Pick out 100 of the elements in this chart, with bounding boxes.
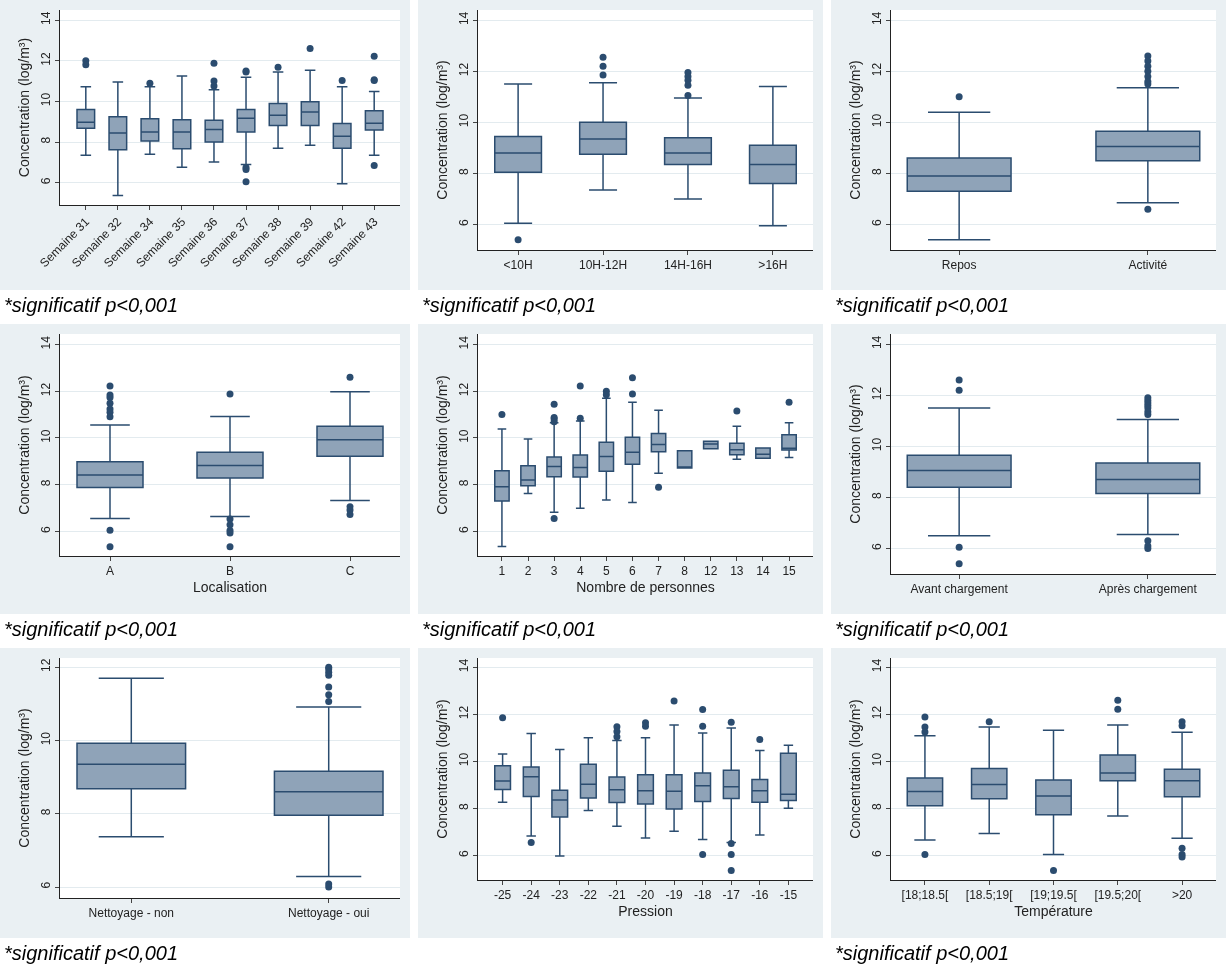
x-tick-label: 3 — [550, 564, 558, 579]
y-tick-label: 12 — [39, 382, 54, 397]
y-tick-label: 10 — [39, 429, 54, 443]
x-tick-label: [19.5;20[ — [1094, 888, 1142, 903]
y-tick-label: 12 — [457, 62, 472, 77]
x-tick-label: >16H — [758, 258, 788, 273]
y-tick-label: 6 — [457, 526, 472, 533]
x-tick-label: -24 — [522, 888, 541, 903]
y-tick-label: 6 — [870, 849, 885, 857]
x-tick-label: A — [105, 564, 115, 579]
y-tick-label: 6 — [457, 849, 472, 857]
x-tick-label: -25 — [493, 888, 512, 903]
x-tick-label: 14H-16H — [663, 258, 712, 273]
x-tick-label: [18.5;19[ — [965, 888, 1014, 903]
text: *significatif p<0,001 — [4, 618, 179, 642]
x-axis-title: Nombre de personnes — [576, 578, 715, 595]
y-tick-label: 8 — [39, 136, 54, 144]
x-tick-label: <10H — [503, 258, 533, 273]
y-tick-label: 10 — [457, 752, 472, 767]
text: *significatif p<0,001 — [835, 618, 1010, 642]
y-tick-label: 8 — [870, 802, 885, 810]
x-tick-label: 7 — [655, 564, 663, 579]
y-tick-label: 6 — [39, 526, 54, 533]
y-axis-title: Concentration (log/m³) — [846, 60, 863, 200]
x-tick-label: Avant chargement — [910, 582, 1009, 597]
y-tick-label: 14 — [39, 11, 54, 26]
y-axis-title: Concentration (log/m³) — [433, 60, 450, 200]
y-tick-label: 8 — [39, 808, 54, 816]
x-tick-label: Nettoyage - non — [88, 906, 174, 921]
x-tick-label: 6 — [629, 564, 637, 579]
y-tick-label: 8 — [39, 479, 54, 487]
x-tick-label: 8 — [681, 564, 689, 579]
y-tick-label: 8 — [870, 167, 885, 175]
x-tick-label: 14 — [756, 564, 770, 579]
x-tick-label: B — [225, 564, 235, 579]
x-axis-title: Localisation — [193, 578, 267, 595]
y-tick-label: 14 — [457, 658, 472, 673]
text: *significatif p<0,001 — [835, 942, 1010, 966]
y-tick-label: 10 — [457, 113, 472, 128]
y-tick-label: 6 — [457, 219, 472, 227]
y-tick-label: 10 — [870, 752, 885, 767]
x-tick-label: -18 — [693, 888, 712, 903]
x-tick-label: -20 — [636, 888, 655, 903]
y-tick-label: 6 — [39, 881, 54, 889]
y-axis-title: Concentration (log/m³) — [846, 384, 863, 524]
y-tick-label: 12 — [39, 658, 54, 673]
x-tick-label: -15 — [779, 888, 798, 903]
x-tick-label: Nettoyage - oui — [288, 906, 370, 921]
y-tick-label: 6 — [870, 543, 885, 551]
y-tick-label: 14 — [870, 658, 885, 673]
y-tick-label: 8 — [457, 167, 472, 175]
x-tick-label: -23 — [551, 888, 569, 903]
y-tick-label: 10 — [870, 113, 885, 128]
y-tick-label: 12 — [870, 705, 885, 720]
x-tick-label: [18;18.5[ — [901, 888, 949, 903]
x-tick-label: 13 — [730, 564, 744, 579]
y-tick-label: 14 — [457, 11, 472, 26]
y-axis-title: Concentration (log/m³) — [433, 699, 450, 839]
x-tick-label: 2 — [524, 564, 532, 579]
y-axis-title: Concentration (log/m³) — [15, 375, 32, 515]
y-axis-title: Concentration (log/m³) — [433, 375, 450, 515]
y-tick-label: 12 — [39, 51, 54, 66]
x-tick-label: 1 — [498, 564, 506, 579]
x-tick-label: 5 — [603, 564, 610, 579]
x-tick-label: 15 — [782, 564, 797, 579]
x-tick-label: Repos — [941, 258, 977, 273]
y-tick-label: 14 — [39, 335, 54, 350]
y-tick-label: 14 — [870, 11, 885, 26]
x-tick-label: -22 — [579, 888, 598, 903]
y-axis-title: Concentration (log/m³) — [15, 37, 32, 178]
text: *significatif p<0,001 — [422, 294, 597, 318]
x-tick-label: Après chargement — [1098, 582, 1198, 597]
x-axis-title: Pression — [618, 902, 673, 919]
y-tick-label: 10 — [870, 437, 885, 452]
y-tick-label: 12 — [870, 62, 885, 77]
y-tick-label: 10 — [39, 731, 54, 746]
y-tick-label: 14 — [870, 335, 885, 350]
y-tick-label: 8 — [870, 491, 885, 499]
y-tick-label: 12 — [457, 705, 472, 720]
y-tick-label: 6 — [39, 177, 54, 185]
x-axis-title: Température — [1014, 902, 1094, 919]
x-tick-label: 4 — [576, 564, 584, 579]
y-tick-label: 8 — [457, 802, 472, 810]
x-tick-label: C — [345, 564, 355, 579]
y-tick-label: 14 — [457, 335, 472, 350]
y-axis-title: Concentration (log/m³) — [15, 708, 32, 848]
text: *significatif p<0,001 — [422, 618, 597, 642]
x-tick-label: Activité — [1128, 258, 1168, 273]
y-tick-label: 6 — [870, 219, 885, 227]
x-tick-label: -19 — [665, 888, 684, 903]
text: *significatif p<0,001 — [835, 294, 1010, 318]
text: *significatif p<0,001 — [4, 294, 179, 318]
x-tick-label: 12 — [704, 564, 718, 579]
y-tick-label: 10 — [39, 92, 54, 107]
x-tick-label: -17 — [722, 888, 741, 903]
y-tick-label: 8 — [457, 479, 472, 487]
x-tick-label: 10H-12H — [579, 258, 628, 273]
y-tick-label: 12 — [457, 382, 472, 397]
y-tick-label: 10 — [457, 429, 472, 443]
x-tick-label: -21 — [608, 888, 626, 903]
